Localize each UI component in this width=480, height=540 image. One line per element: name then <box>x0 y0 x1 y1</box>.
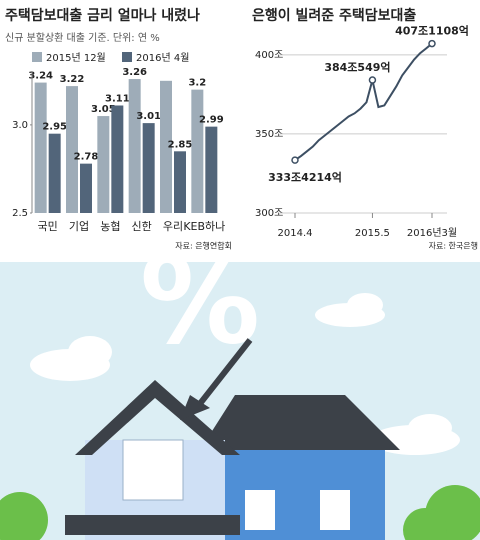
bar <box>128 79 141 213</box>
legend-label: 2016년 4월 <box>136 52 189 64</box>
value-label: 333조4214억 <box>268 171 342 184</box>
title: 주택담보대출 금리 얼마나 내렸나 <box>5 7 200 24</box>
subtitle: 신규 분할상환 대출 기준. 단위: 연 % <box>5 31 160 44</box>
point <box>428 39 436 48</box>
y-tick-label: 3.0 <box>12 120 28 131</box>
line <box>294 42 433 161</box>
legend-swatch <box>122 52 132 62</box>
x-tick-label: 신한 <box>132 220 152 233</box>
bar <box>97 116 110 213</box>
bar <box>205 126 218 213</box>
source: 자료: 한국은행 <box>429 241 478 251</box>
y-tick-label: 300조 <box>255 208 283 219</box>
value-label: 3.26 <box>122 67 147 78</box>
value-label: 3.11 <box>105 93 130 104</box>
value-label: 3.2 <box>188 78 206 89</box>
trees <box>0 485 480 540</box>
bar <box>142 123 155 213</box>
x-tick-label: 2015.5 <box>355 228 390 239</box>
bar <box>66 86 78 213</box>
value-label: 407조1108억 <box>395 25 469 38</box>
x-tick-label: 국민 <box>38 220 58 233</box>
legend-swatch <box>32 52 42 62</box>
house <box>65 380 400 540</box>
value-label: 2.85 <box>168 139 193 150</box>
legend-label: 2015년 12월 <box>46 52 106 64</box>
bar <box>111 105 124 213</box>
title: 은행이 빌려준 주택담보대출 <box>252 7 416 24</box>
point <box>368 76 377 84</box>
x-tick-label: 2014.4 <box>278 228 313 239</box>
value-label: 3.22 <box>60 74 85 85</box>
bar <box>48 133 61 213</box>
x-tick-label: 2016년3월 <box>407 227 457 239</box>
x-tick-label: 기업 <box>69 220 89 233</box>
bar <box>80 163 92 213</box>
x-tick-label: 우리 <box>163 220 183 233</box>
y-tick-label: 400조 <box>255 50 283 61</box>
arrow <box>192 338 253 412</box>
value-label: 2.99 <box>199 115 224 126</box>
y-tick-label: 2.5 <box>12 208 28 219</box>
value-label: 3.05 <box>91 104 116 115</box>
x-tick-label: 농협 <box>100 220 120 233</box>
y-tick-label: 350조 <box>255 129 283 140</box>
value-label: 3.01 <box>136 111 161 122</box>
x-tick-label: KEB하나 <box>183 219 225 233</box>
value-label: 2.78 <box>74 152 99 163</box>
value-label: 384조549억 <box>324 61 390 74</box>
bar <box>191 89 204 213</box>
arrow-head <box>180 395 210 420</box>
bar <box>174 151 186 213</box>
source: 자료: 은행연합회 <box>175 241 232 251</box>
bar <box>160 80 172 213</box>
point <box>291 156 299 164</box>
value-label: 3.24 <box>28 71 53 82</box>
bar <box>34 82 47 213</box>
value-label: 2.95 <box>42 122 67 133</box>
